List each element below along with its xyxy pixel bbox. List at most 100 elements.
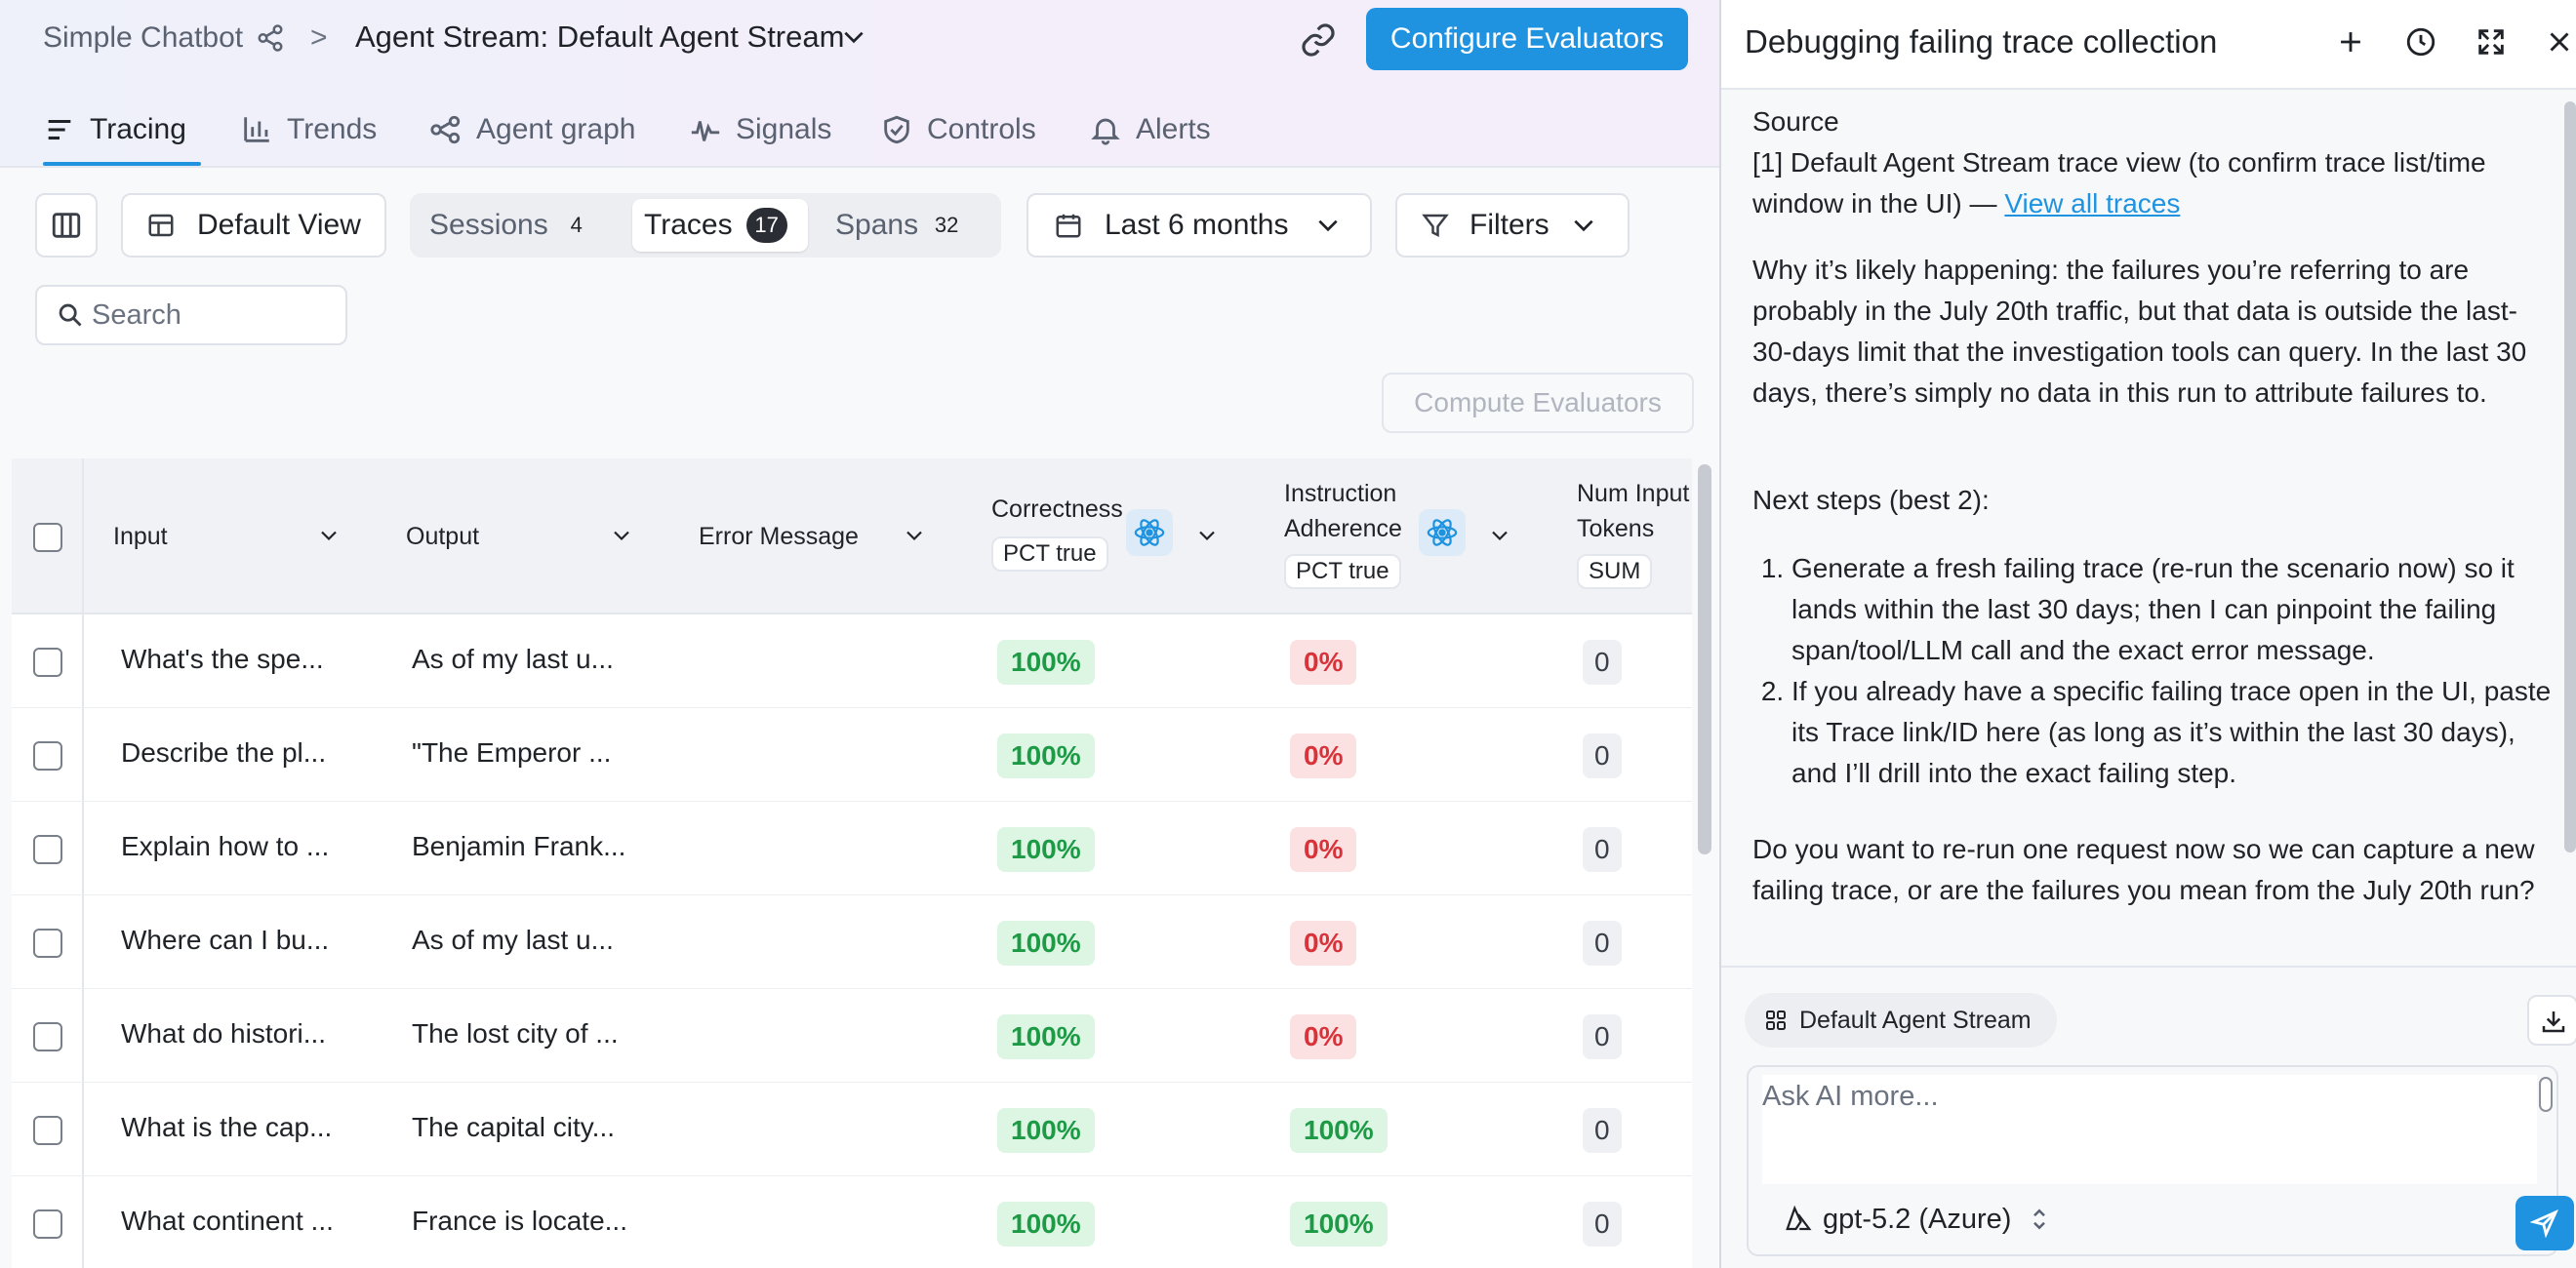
segment-sessions[interactable]: Sessions 4: [429, 199, 636, 252]
bell-icon: [1091, 118, 1120, 145]
atom-icon: [1427, 519, 1458, 546]
date-range-selector[interactable]: Last 6 months: [1026, 193, 1372, 258]
output-cell: The lost city of ...: [412, 1018, 619, 1049]
breadcrumb-app[interactable]: Simple Chatbot: [43, 21, 244, 54]
chevron-down-icon: [1318, 219, 1339, 232]
send-icon: [2530, 1209, 2558, 1238]
tab-alerts[interactable]: Alerts: [1089, 105, 1211, 154]
correctness-badge: 100%: [997, 921, 1095, 966]
model-selector[interactable]: gpt-5.2 (Azure): [1784, 1198, 2050, 1241]
link-icon[interactable]: [1300, 21, 1337, 59]
chevron-down-icon[interactable]: [1489, 529, 1510, 542]
segment-traces[interactable]: Traces 17: [632, 199, 808, 252]
history-icon[interactable]: [2404, 25, 2437, 59]
date-range-label: Last 6 months: [1105, 209, 1289, 241]
instruction-adherence-badge: 0%: [1290, 640, 1357, 685]
chevron-down-icon[interactable]: [904, 529, 925, 542]
expand-icon[interactable]: [2475, 25, 2508, 59]
column-header-correctness[interactable]: Correctness: [991, 495, 1123, 523]
table-row[interactable]: What is the cap... The capital city... 100…: [12, 1083, 1692, 1176]
close-icon[interactable]: [2543, 25, 2576, 59]
tab-agent-graph[interactable]: Agent graph: [429, 105, 635, 154]
column-header-error-message[interactable]: Error Message: [699, 523, 859, 550]
segment-spans[interactable]: Spans 32: [835, 199, 1001, 252]
chevron-down-icon[interactable]: [611, 529, 632, 542]
num-input-tokens-badge: 0: [1583, 1202, 1622, 1247]
graph-icon: [430, 115, 461, 144]
segment-label: Sessions: [429, 209, 548, 241]
table-row[interactable]: What continent ... France is locate... 100…: [12, 1176, 1692, 1268]
select-all-checkbox[interactable]: [33, 523, 62, 552]
row-checkbox[interactable]: [33, 741, 62, 771]
columns-toggle-button[interactable]: [35, 193, 98, 258]
list-item: Generate a fresh failing trace (re-run t…: [1791, 548, 2553, 671]
instruction-adherence-badge: 0%: [1290, 733, 1357, 778]
context-chip[interactable]: Default Agent Stream: [1745, 993, 2057, 1048]
column-header-output[interactable]: Output: [406, 523, 480, 550]
segment-count: 32: [934, 213, 959, 237]
chevron-down-icon[interactable]: [318, 529, 340, 542]
filters-button[interactable]: Filters: [1395, 193, 1630, 258]
search-input[interactable]: [92, 298, 316, 332]
table-scrollbar[interactable]: [1698, 464, 1711, 854]
table-row[interactable]: What's the spe... As of my last u... 100% 0…: [12, 614, 1692, 708]
table-row[interactable]: What do histori... The lost city of ... 10…: [12, 989, 1692, 1083]
num-input-tokens-badge: 0: [1583, 1108, 1622, 1153]
configure-evaluators-button[interactable]: Configure Evaluators: [1366, 8, 1688, 70]
agent-stream-selector[interactable]: Agent Stream: Default Agent Stream: [355, 20, 845, 54]
row-checkbox[interactable]: [33, 1209, 62, 1239]
level-segmented-control: Sessions 4 Traces 17 Spans 32: [410, 193, 1001, 258]
column-header-instruction[interactable]: Instruction: [1284, 480, 1397, 507]
filters-label: Filters: [1469, 209, 1550, 241]
row-checkbox[interactable]: [33, 929, 62, 958]
column-header-adherence[interactable]: Adherence: [1284, 515, 1402, 542]
instruction-adherence-badge: 0%: [1290, 1014, 1357, 1059]
share-icon[interactable]: [256, 23, 285, 53]
tab-signals[interactable]: Signals: [689, 105, 831, 154]
segment-label: Spans: [835, 209, 919, 241]
compute-evaluators-button[interactable]: Compute Evaluators: [1382, 373, 1694, 433]
explanation-paragraph: Why it’s likely happening: the failures …: [1752, 255, 2527, 408]
tab-tracing[interactable]: Tracing: [43, 105, 186, 154]
instruction-adherence-badge: 100%: [1290, 1108, 1388, 1153]
view-selector[interactable]: Default View: [121, 193, 386, 258]
panel-title: Debugging failing trace collection: [1745, 23, 2218, 59]
correctness-badge: 100%: [997, 1202, 1095, 1247]
table-row[interactable]: Explain how to ... Benjamin Frank... 100% 0…: [12, 802, 1692, 895]
output-cell: As of my last u...: [412, 644, 614, 674]
evaluator-icon[interactable]: [1126, 509, 1173, 556]
instruction-adherence-badge: 0%: [1290, 827, 1357, 872]
active-tab-indicator: [43, 162, 201, 166]
tab-controls[interactable]: Controls: [880, 105, 1036, 154]
row-checkbox[interactable]: [33, 648, 62, 677]
ask-ai-input[interactable]: [1762, 1075, 2537, 1184]
azure-icon: [1786, 1205, 1812, 1231]
row-checkbox[interactable]: [33, 1022, 62, 1051]
view-all-traces-link[interactable]: View all traces: [2004, 188, 2181, 218]
table-row[interactable]: Describe the pl... "The Emperor ... 100% 0%…: [12, 708, 1692, 802]
traces-table: Input Output Error Message Correctness P…: [12, 458, 1692, 1268]
chevron-down-icon[interactable]: [1196, 529, 1218, 542]
chevron-down-icon[interactable]: [841, 27, 866, 47]
row-checkbox[interactable]: [33, 835, 62, 864]
tab-trends[interactable]: Trends: [240, 105, 377, 154]
grid-icon: [1766, 1010, 1786, 1030]
breadcrumb-separator: >: [310, 21, 328, 54]
evaluator-icon[interactable]: [1419, 509, 1466, 556]
column-divider: [82, 458, 84, 1268]
column-header-num-input[interactable]: Num Input: [1577, 480, 1690, 507]
composer-scrollbar[interactable]: [2539, 1077, 2553, 1112]
chat-scrollbar[interactable]: [2564, 101, 2576, 852]
column-header-input[interactable]: Input: [113, 523, 168, 550]
num-input-tokens-badge: 0: [1583, 640, 1622, 685]
table-row[interactable]: Where can I bu... As of my last u... 100% 0…: [12, 895, 1692, 989]
send-button[interactable]: [2516, 1196, 2574, 1250]
download-button[interactable]: [2527, 995, 2576, 1046]
plus-icon[interactable]: [2334, 25, 2367, 59]
filter-icon: [1422, 214, 1449, 238]
row-checkbox[interactable]: [33, 1116, 62, 1145]
columns-icon: [52, 213, 81, 238]
column-header-tokens[interactable]: Tokens: [1577, 515, 1655, 542]
correctness-badge: 100%: [997, 1108, 1095, 1153]
correctness-badge: 100%: [997, 640, 1095, 685]
